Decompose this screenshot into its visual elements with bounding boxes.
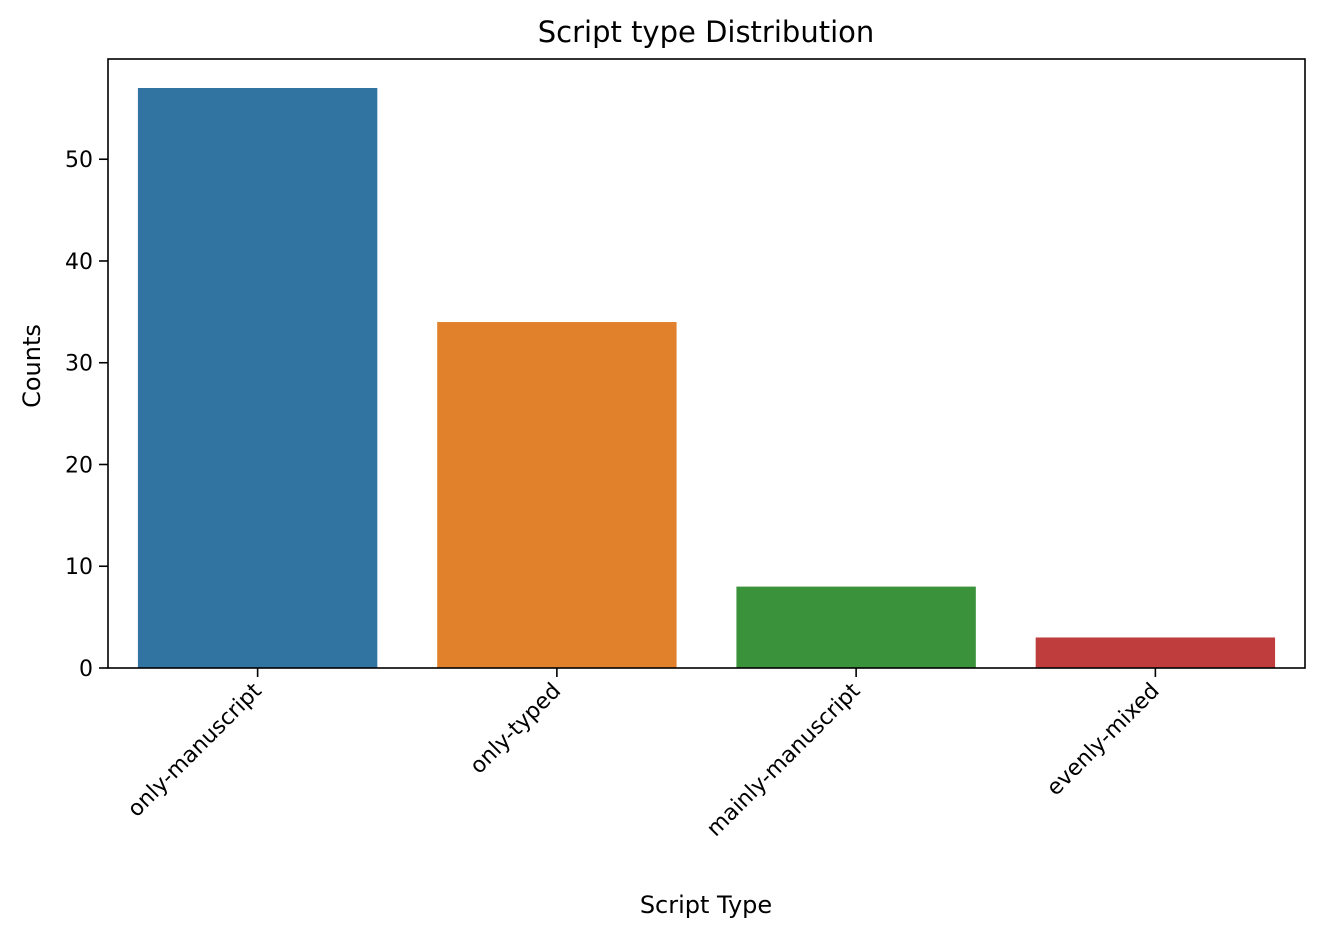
y-tick-label-30: 30 [65,352,93,377]
y-tick-label-0: 0 [79,657,93,682]
x-tick-label-evenly-mixed: evenly-mixed [1042,679,1164,801]
x-tick-label-only-manuscript: only-manuscript [123,678,267,822]
y-axis: 0 10 20 30 40 50 [65,148,108,682]
bar-evenly-mixed [1036,637,1275,668]
x-axis-label: Script Type [640,891,772,919]
bar-mainly-manuscript [736,587,975,668]
x-tick-label-only-typed: only-typed [466,679,567,780]
y-tick-label-50: 50 [65,148,93,173]
y-axis-label: Counts [18,324,46,408]
bar-only-manuscript [138,88,377,668]
chart-title: Script type Distribution [538,15,875,49]
x-tick-label-mainly-manuscript: mainly-manuscript [702,678,865,841]
bar-only-typed [437,322,676,668]
y-tick-label-10: 10 [65,555,93,580]
y-tick-label-40: 40 [65,250,93,275]
x-axis: only-manuscript only-typed mainly-manuscri… [123,668,1164,842]
y-tick-label-20: 20 [65,453,93,478]
bars-group [138,88,1275,668]
